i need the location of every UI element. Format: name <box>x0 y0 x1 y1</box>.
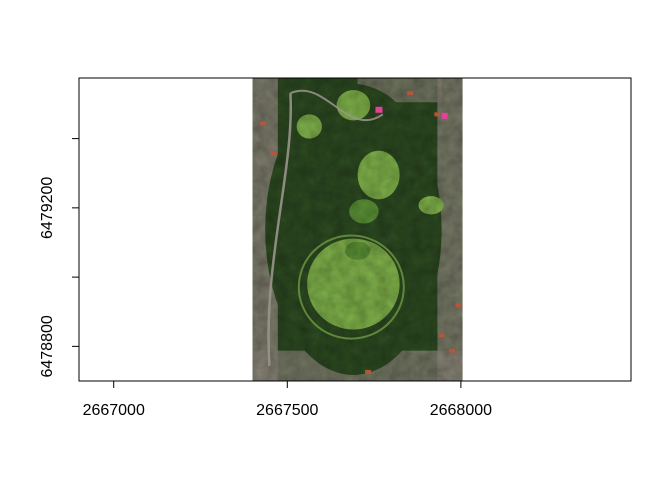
y-tick-label: 6478800 <box>39 315 56 377</box>
x-tick-label: 2667000 <box>83 402 145 419</box>
aerial-raster <box>252 78 463 381</box>
x-axis: 2667000 2667500 2668000 <box>83 380 492 419</box>
road-summit <box>290 89 384 122</box>
grass-saddle <box>349 199 379 224</box>
roof-cluster <box>449 348 456 353</box>
y-axis: 6478800 6479200 <box>39 138 80 378</box>
grass-field-north <box>336 90 371 121</box>
grass-field-east <box>418 196 444 215</box>
roof-cluster <box>270 151 277 156</box>
x-tick-label: 2667500 <box>256 402 318 419</box>
roof-cluster <box>438 333 445 338</box>
raster-features <box>252 78 463 381</box>
roof-cluster <box>365 369 372 374</box>
grass-terrace <box>345 241 371 260</box>
grass-field-nw <box>296 114 322 139</box>
roof-cluster <box>407 91 414 96</box>
roof-cluster <box>434 112 441 117</box>
grass-crater-main <box>307 238 400 330</box>
x-tick-label: 2668000 <box>430 402 492 419</box>
pink-marker <box>441 112 448 119</box>
forest-area <box>265 84 442 375</box>
road-west <box>267 93 293 366</box>
roof-cluster <box>260 121 267 126</box>
y-tick-label: 6479200 <box>39 177 56 239</box>
pink-marker <box>375 106 383 113</box>
crater-rim <box>297 234 405 340</box>
roof-cluster <box>455 303 462 308</box>
grass-cone-north <box>357 150 400 200</box>
